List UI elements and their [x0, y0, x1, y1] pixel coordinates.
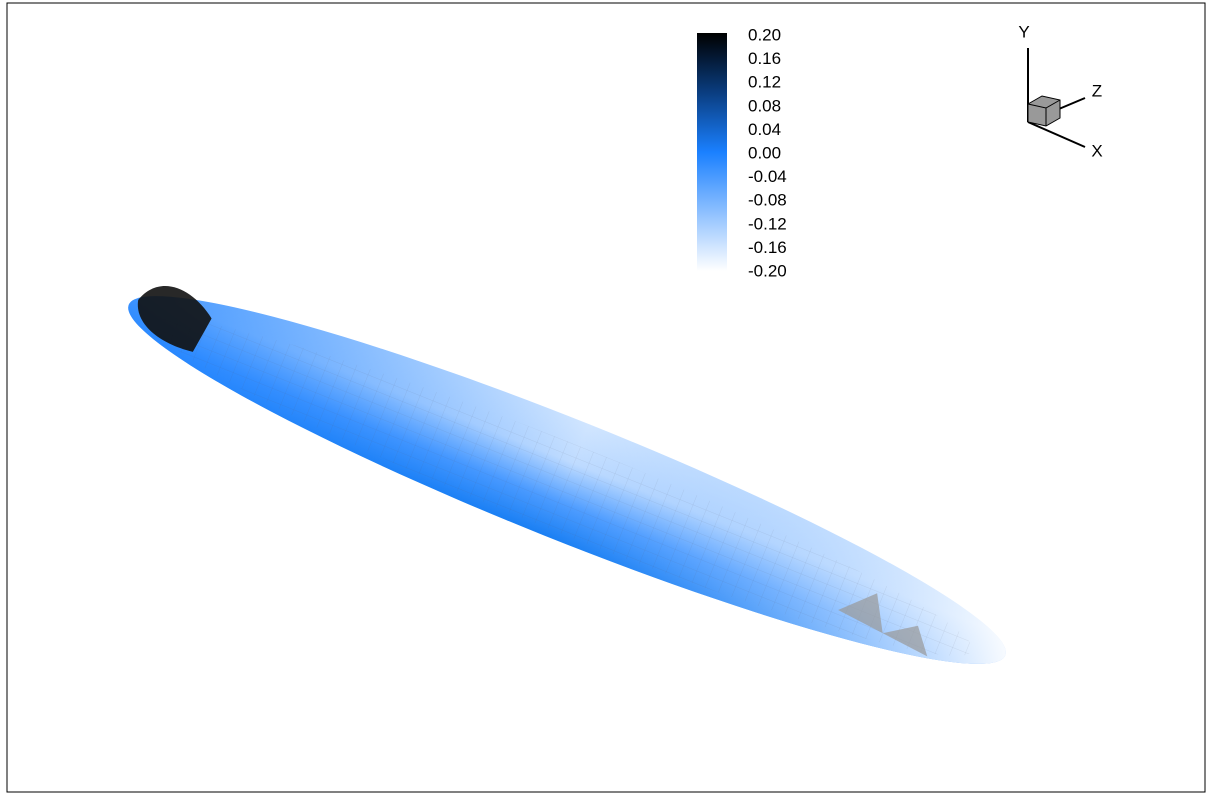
- colorbar-label: -0.16: [748, 238, 787, 257]
- colorbar: [697, 33, 727, 271]
- colorbar-label: -0.04: [748, 167, 787, 186]
- colorbar-label: 0.04: [748, 120, 781, 139]
- axis-label-y: Y: [1018, 22, 1029, 41]
- axis-label-x: X: [1091, 141, 1102, 160]
- colorbar-label: 0.20: [748, 25, 781, 44]
- colorbar-label: 0.08: [748, 96, 781, 115]
- viewport: 0.20 0.16 0.12 0.08 0.04 0.00 -0.04 -0.08 -0.12 -…: [0, 0, 1208, 796]
- axis-label-z: Z: [1092, 81, 1102, 100]
- colorbar-label: 0.00: [748, 143, 781, 162]
- colorbar-label: -0.12: [748, 214, 787, 233]
- colorbar-labels: 0.20 0.16 0.12 0.08 0.04 0.00 -0.04 -0.08 -0.12 -…: [722, 25, 787, 280]
- colorbar-label: 0.12: [748, 73, 781, 92]
- axes-triad: [1028, 48, 1085, 147]
- colorbar-label: -0.20: [748, 261, 787, 280]
- frame: [7, 3, 1205, 792]
- colorbar-label: -0.08: [748, 191, 787, 210]
- body-surface: [106, 249, 1027, 711]
- colorbar-label: 0.16: [748, 49, 781, 68]
